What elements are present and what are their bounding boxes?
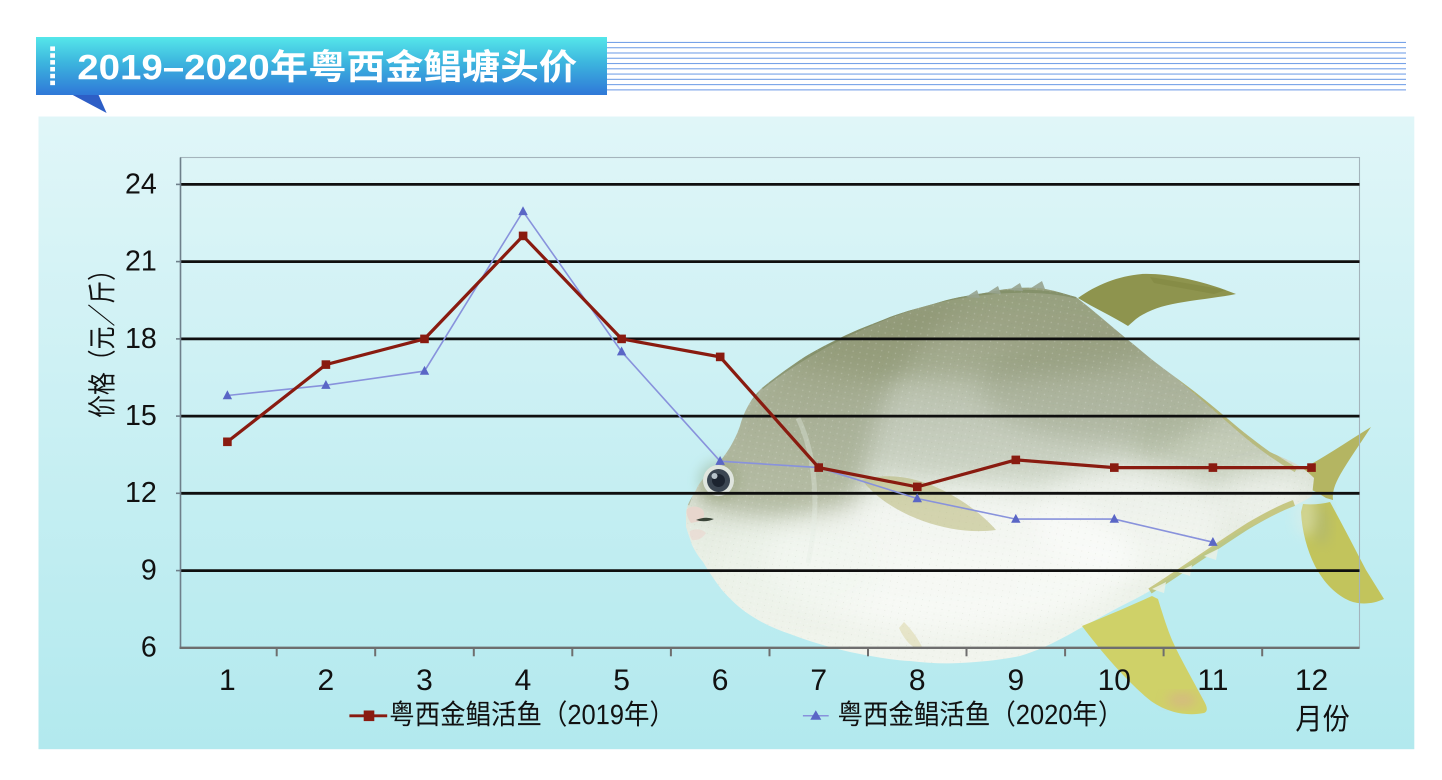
svg-text:15: 15 xyxy=(125,400,157,432)
svg-text:3: 3 xyxy=(416,664,433,697)
svg-text:18: 18 xyxy=(125,323,157,355)
svg-text:5: 5 xyxy=(613,664,630,697)
svg-text:6: 6 xyxy=(141,632,157,664)
svg-text:9: 9 xyxy=(141,555,157,587)
svg-text:8: 8 xyxy=(909,664,926,697)
svg-text:7: 7 xyxy=(810,664,827,697)
svg-text:6: 6 xyxy=(712,664,729,697)
svg-text:9: 9 xyxy=(1007,664,1024,697)
svg-text:12: 12 xyxy=(1295,664,1328,697)
svg-text:24: 24 xyxy=(125,168,157,200)
svg-text:10: 10 xyxy=(1098,664,1131,697)
svg-text:21: 21 xyxy=(125,246,157,278)
svg-text:1: 1 xyxy=(219,664,236,697)
svg-text:12: 12 xyxy=(125,477,157,509)
svg-text:4: 4 xyxy=(515,664,532,697)
svg-text:2: 2 xyxy=(318,664,335,697)
svg-text:11: 11 xyxy=(1197,664,1228,697)
